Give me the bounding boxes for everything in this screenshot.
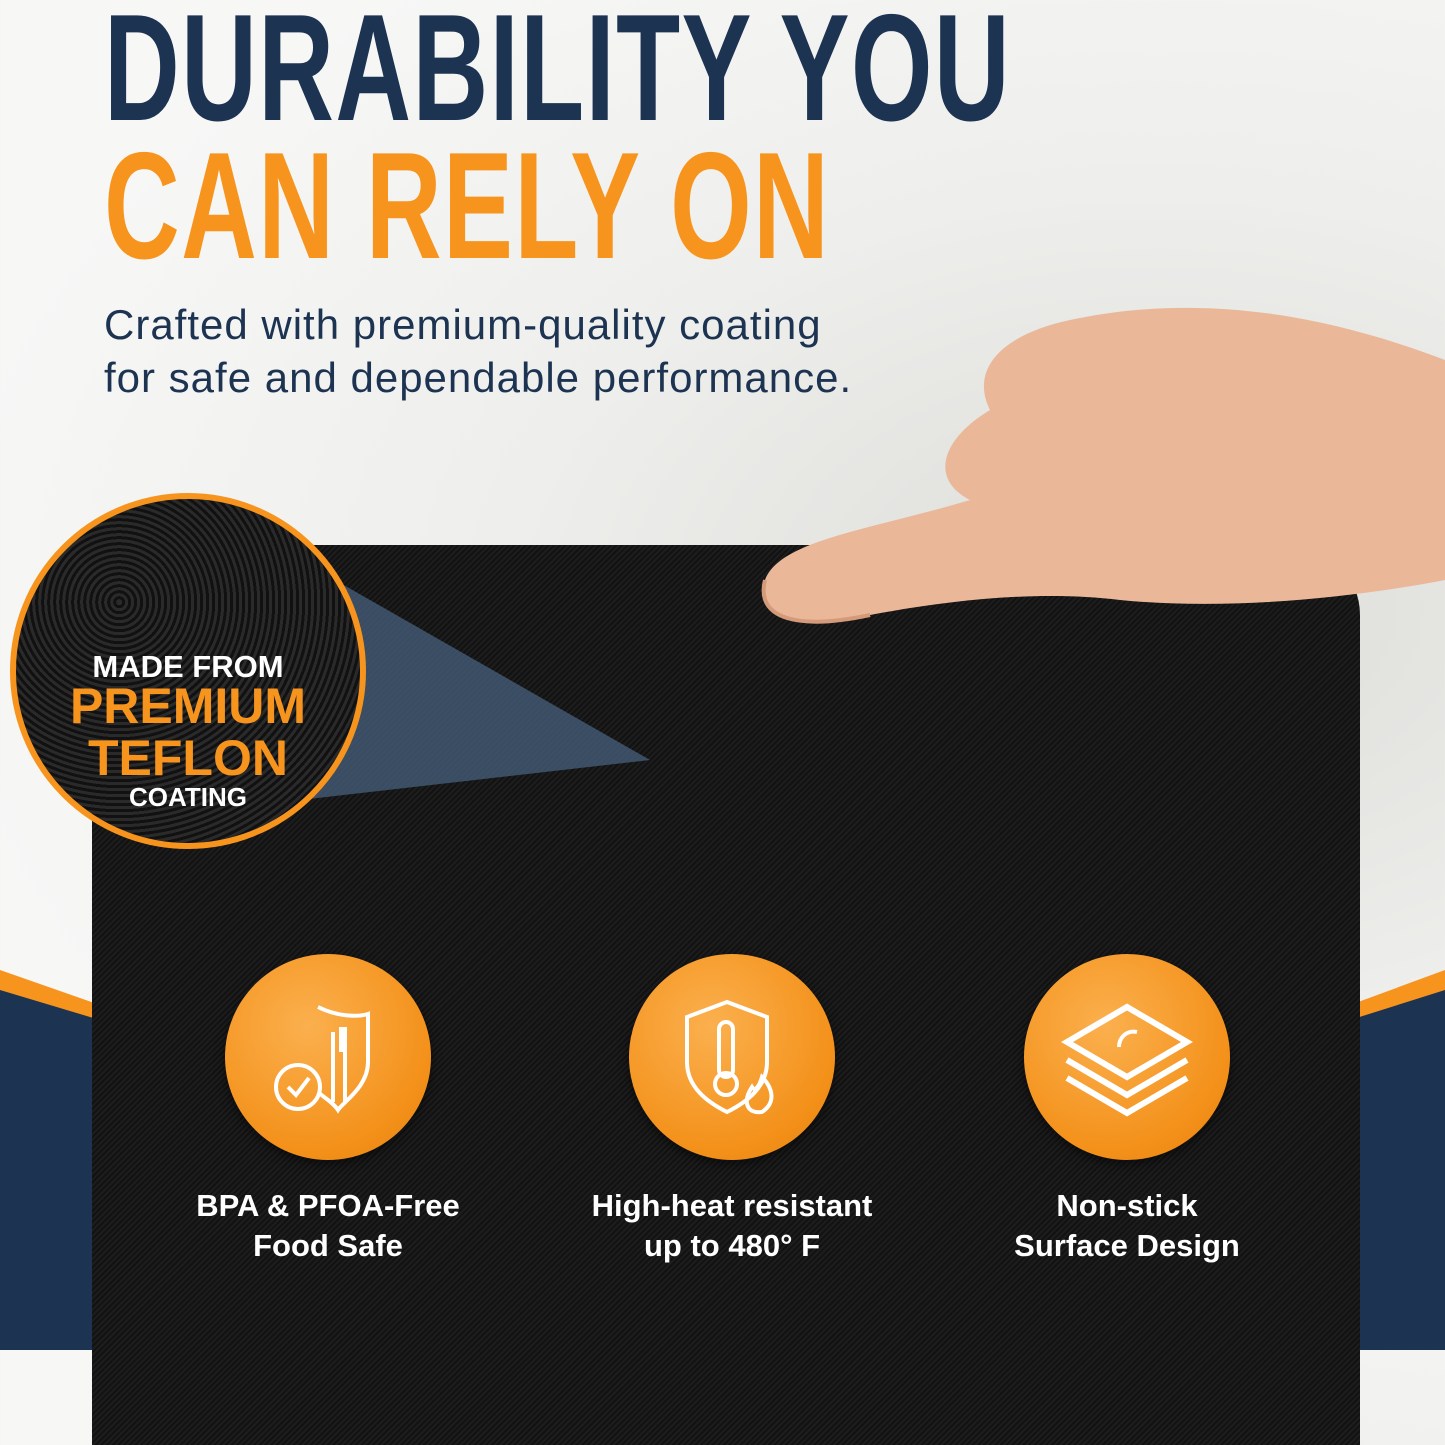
zoom-cone (300, 560, 650, 800)
teflon-badge: MADE FROM PREMIUM TEFLON COATING (10, 493, 366, 849)
badge-line-4: COATING (129, 782, 247, 812)
feature-label-line-1: Non-stick (1056, 1188, 1198, 1223)
hand-image (761, 307, 1445, 624)
feature-non-stick: Non-stick Surface Design (947, 954, 1307, 1266)
shield-thermometer-flame-icon (629, 954, 835, 1160)
feature-food-safe: BPA & PFOA-Free Food Safe (148, 954, 508, 1266)
feature-label-line-2: up to 480° F (643, 1228, 821, 1263)
navy-orange-background-band (0, 970, 1445, 1350)
badge-line-3: TEFLON (88, 730, 288, 786)
subtitle: Crafted with premium-quality coating for… (104, 301, 853, 401)
shield-utensils-check-icon (225, 954, 431, 1160)
feature-label-line-2: Food Safe (253, 1228, 403, 1263)
stacked-layers-icon (1024, 954, 1230, 1160)
badge-line-2: PREMIUM (69, 678, 307, 734)
badge-line-1: MADE FROM (92, 649, 284, 684)
headline-line-1: DURABILITY YOU (104, 0, 1012, 153)
headline-line-2: CAN RELY ON (104, 121, 831, 291)
feature-label-line-1: High-heat resistant (591, 1188, 873, 1223)
feature-heat-resistant: High-heat resistant up to 480° F (552, 954, 912, 1266)
feature-label-line-1: BPA & PFOA-Free (196, 1188, 460, 1223)
feature-label-line-2: Surface Design (1014, 1228, 1240, 1263)
